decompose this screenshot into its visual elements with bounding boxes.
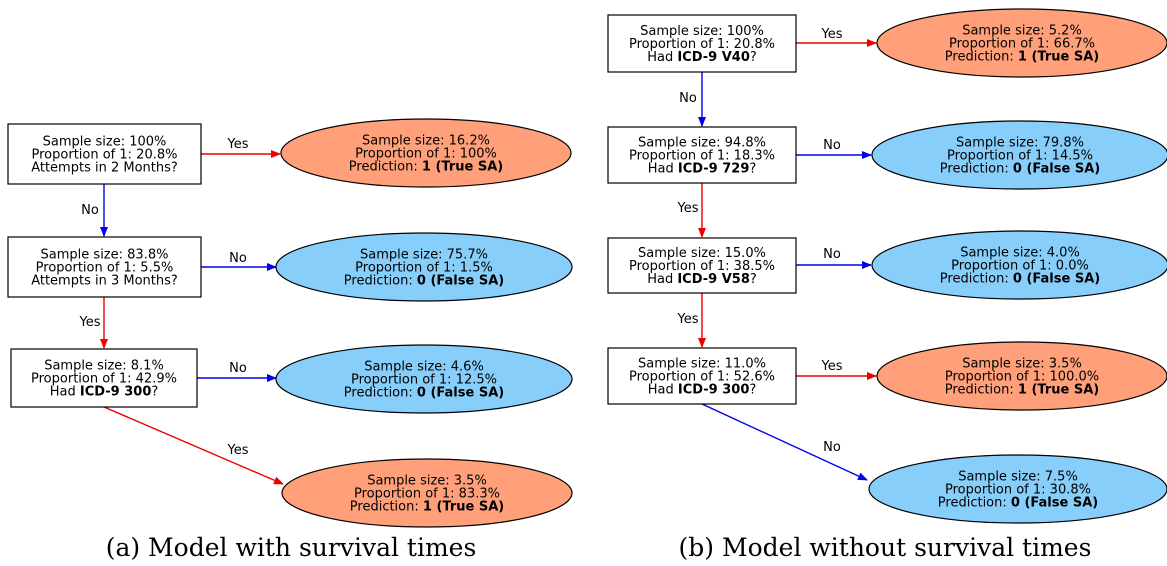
left-decision-box-2 bbox=[10, 348, 198, 408]
right-decision-box-0 bbox=[607, 14, 797, 73]
left-leaf-ellipse-0 bbox=[280, 118, 572, 188]
left-decision-0-line-1: Proportion of 1: 20.8% bbox=[32, 148, 178, 163]
left-leaf-2-line-1: Proportion of 1: 12.5% bbox=[351, 373, 497, 388]
left-leaf-node-1: Sample size: 75.7%Proportion of 1: 1.5%P… bbox=[275, 232, 573, 302]
right-leaf-2-line-2: Prediction: 0 (False SA) bbox=[940, 272, 1100, 287]
right-decision-node-2: Sample size: 15.0%Proportion of 1: 38.5%… bbox=[607, 237, 797, 294]
right-decision-1-line-2: Had ICD-9 729? bbox=[648, 162, 757, 177]
right-leaf-ellipse-2 bbox=[871, 230, 1167, 300]
left-edge-label-d1-l1: No bbox=[229, 251, 247, 266]
right-leaf-node-3: Sample size: 3.5%Proportion of 1: 100.0%… bbox=[876, 341, 1167, 411]
left-leaf-0-line-2: Prediction: 1 (True SA) bbox=[349, 160, 503, 175]
left-leaf-3-line-0: Sample size: 3.5% bbox=[367, 474, 487, 489]
right-decision-1-line-0: Sample size: 94.8% bbox=[638, 136, 766, 151]
right-leaf-0-line-1: Proportion of 1: 66.7% bbox=[949, 37, 1095, 52]
right-decision-node-1: Sample size: 94.8%Proportion of 1: 18.3%… bbox=[607, 126, 797, 184]
right-leaf-1-line-2: Prediction: 0 (False SA) bbox=[940, 162, 1100, 177]
left-decision-1-line-0: Sample size: 83.8% bbox=[41, 248, 169, 263]
right-leaf-0-line-2: Prediction: 1 (True SA) bbox=[945, 50, 1099, 65]
left-decision-node-1: Sample size: 83.8%Proportion of 1: 5.5%A… bbox=[7, 236, 202, 298]
left-decision-1-line-1: Proportion of 1: 5.5% bbox=[36, 261, 174, 276]
left-leaf-node-2: Sample size: 4.6%Proportion of 1: 12.5%P… bbox=[275, 344, 573, 414]
right-decision-box-1 bbox=[607, 126, 797, 184]
left-leaf-ellipse-1 bbox=[275, 232, 573, 302]
left-decision-2-line-2: Had ICD-9 300? bbox=[50, 385, 159, 400]
left-edge-label-d2-l2: No bbox=[229, 361, 247, 376]
right-decision-2-line-0: Sample size: 15.0% bbox=[638, 246, 766, 261]
right-leaf-node-4: Sample size: 7.5%Proportion of 1: 30.8%P… bbox=[868, 454, 1167, 524]
caption-left: (a) Model with survival times bbox=[106, 533, 477, 562]
left-decision-1-line-2: Attempts in 3 Months? bbox=[31, 274, 178, 289]
left-decision-0-line-0: Sample size: 100% bbox=[43, 135, 167, 150]
right-leaf-3-line-0: Sample size: 3.5% bbox=[962, 357, 1082, 372]
right-leaf-3-line-1: Proportion of 1: 100.0% bbox=[945, 370, 1099, 385]
right-leaf-2-line-1: Proportion of 1: 0.0% bbox=[951, 259, 1089, 274]
right-decision-box-3 bbox=[607, 347, 797, 405]
right-decision-3-line-2: Had ICD-9 300? bbox=[648, 383, 757, 398]
right-edge-d3-l4 bbox=[701, 403, 868, 481]
right-leaf-3-line-2: Prediction: 1 (True SA) bbox=[945, 383, 1099, 398]
right-leaf-ellipse-1 bbox=[871, 120, 1167, 190]
left-leaf-ellipse-3 bbox=[281, 458, 573, 528]
right-leaf-node-1: Sample size: 79.8%Proportion of 1: 14.5%… bbox=[871, 120, 1167, 190]
left-edge-label-d2-l3: Yes bbox=[227, 443, 249, 458]
right-decision-3-line-0: Sample size: 11.0% bbox=[638, 357, 766, 372]
right-decision-2-line-1: Proportion of 1: 38.5% bbox=[629, 259, 775, 274]
right-leaf-1-line-0: Sample size: 79.8% bbox=[956, 136, 1084, 151]
left-leaf-1-line-2: Prediction: 0 (False SA) bbox=[344, 274, 504, 289]
right-leaf-4-line-0: Sample size: 7.5% bbox=[958, 470, 1078, 485]
right-decision-node-0: Sample size: 100%Proportion of 1: 20.8%H… bbox=[607, 14, 797, 73]
right-leaf-4-line-1: Proportion of 1: 30.8% bbox=[945, 483, 1091, 498]
left-leaf-3-line-1: Proportion of 1: 83.3% bbox=[354, 487, 500, 502]
left-decision-node-2: Sample size: 8.1%Proportion of 1: 42.9%H… bbox=[10, 348, 198, 408]
right-decision-node-3: Sample size: 11.0%Proportion of 1: 52.6%… bbox=[607, 347, 797, 405]
left-decision-box-1 bbox=[7, 236, 202, 298]
left-leaf-2-line-2: Prediction: 0 (False SA) bbox=[344, 386, 504, 401]
left-edge-label-d0-l0: Yes bbox=[227, 137, 249, 152]
right-leaf-4-line-2: Prediction: 0 (False SA) bbox=[938, 496, 1098, 511]
left-leaf-node-0: Sample size: 16.2%Proportion of 1: 100%P… bbox=[280, 118, 572, 188]
caption-right: (b) Model without survival times bbox=[679, 533, 1092, 562]
right-decision-2-line-2: Had ICD-9 V58? bbox=[647, 272, 757, 287]
right-decision-0-line-0: Sample size: 100% bbox=[640, 24, 764, 39]
left-leaf-node-3: Sample size: 3.5%Proportion of 1: 83.3%P… bbox=[281, 458, 573, 528]
left-edge-label-d0-d1: No bbox=[81, 203, 99, 218]
right-leaf-ellipse-3 bbox=[876, 341, 1167, 411]
right-edge-label-d0-l0: Yes bbox=[821, 27, 843, 42]
left-decision-0-line-2: Attempts in 2 Months? bbox=[31, 161, 178, 176]
left-leaf-1-line-0: Sample size: 75.7% bbox=[360, 248, 488, 263]
right-edge-label-d2-d3: Yes bbox=[677, 312, 699, 327]
left-edge-label-d1-d2: Yes bbox=[79, 315, 101, 330]
right-edge-label-d0-d1: No bbox=[679, 91, 697, 106]
right-decision-1-line-1: Proportion of 1: 18.3% bbox=[629, 149, 775, 164]
left-leaf-3-line-2: Prediction: 1 (True SA) bbox=[350, 500, 504, 515]
right-leaf-0-line-0: Sample size: 5.2% bbox=[962, 24, 1082, 39]
right-decision-0-line-2: Had ICD-9 V40? bbox=[647, 50, 757, 65]
right-leaf-node-0: Sample size: 5.2%Proportion of 1: 66.7%P… bbox=[876, 8, 1167, 78]
left-leaf-2-line-0: Sample size: 4.6% bbox=[364, 360, 484, 375]
right-edge-label-d3-l3: Yes bbox=[821, 359, 843, 374]
left-decision-box-0 bbox=[7, 123, 202, 185]
left-decision-2-line-0: Sample size: 8.1% bbox=[44, 359, 164, 374]
left-leaf-0-line-0: Sample size: 16.2% bbox=[362, 134, 490, 149]
left-leaf-1-line-1: Proportion of 1: 1.5% bbox=[355, 261, 493, 276]
left-edge-d2-l3 bbox=[103, 406, 284, 485]
right-leaf-node-2: Sample size: 4.0%Proportion of 1: 0.0%Pr… bbox=[871, 230, 1167, 300]
right-decision-box-2 bbox=[607, 237, 797, 294]
right-decision-0-line-1: Proportion of 1: 20.8% bbox=[629, 37, 775, 52]
right-leaf-2-line-0: Sample size: 4.0% bbox=[960, 246, 1080, 261]
left-decision-2-line-1: Proportion of 1: 42.9% bbox=[31, 372, 177, 387]
right-leaf-ellipse-4 bbox=[868, 454, 1167, 524]
right-leaf-ellipse-0 bbox=[876, 8, 1167, 78]
left-decision-node-0: Sample size: 100%Proportion of 1: 20.8%A… bbox=[7, 123, 202, 185]
right-leaf-1-line-1: Proportion of 1: 14.5% bbox=[947, 149, 1093, 164]
right-decision-3-line-1: Proportion of 1: 52.6% bbox=[629, 370, 775, 385]
right-edge-label-d1-l1: No bbox=[823, 138, 841, 153]
left-leaf-ellipse-2 bbox=[275, 344, 573, 414]
right-edge-label-d2-l2: No bbox=[823, 247, 841, 262]
right-edge-label-d3-l4: No bbox=[823, 440, 841, 455]
right-edge-label-d1-d2: Yes bbox=[677, 201, 699, 216]
left-leaf-0-line-1: Proportion of 1: 100% bbox=[355, 147, 497, 162]
